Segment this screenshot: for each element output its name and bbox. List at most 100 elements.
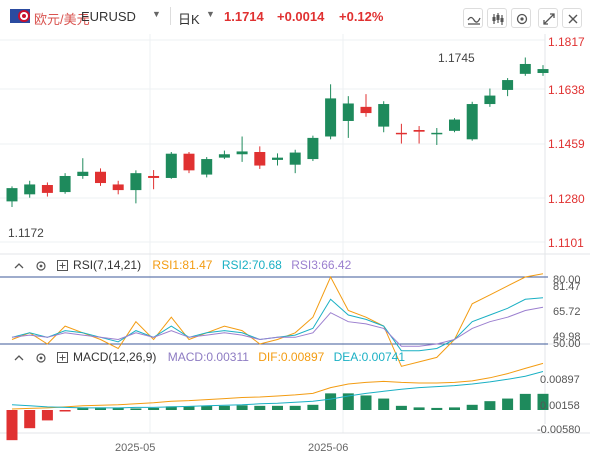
rsi-tick: 65.72 — [553, 306, 581, 318]
settings-icon[interactable] — [35, 260, 47, 272]
macd-bar — [24, 410, 36, 429]
price-tick: 1.1817 — [548, 35, 585, 49]
macd-bar — [77, 407, 89, 410]
kline-chart[interactable]: 1.1817 1.1638 1.1459 1.1280 1.1101 1.174… — [0, 34, 590, 460]
time-axis-label: 2025-05 — [115, 442, 155, 454]
macd-tick: 0.00158 — [540, 400, 580, 412]
price-tick: 1.1280 — [548, 192, 585, 206]
macd-bar — [484, 401, 496, 410]
dea-value: DEA:0.00741 — [333, 350, 406, 364]
fullscreen-button[interactable] — [538, 8, 558, 28]
macd-bar — [41, 410, 53, 421]
candle-body — [519, 63, 531, 74]
rsi2-value: RSI2:70.68 — [221, 258, 282, 272]
macd-bar — [148, 407, 160, 410]
caret-down-icon[interactable]: ▼ — [206, 9, 215, 19]
symbol-code[interactable]: EURUSD — [81, 9, 136, 24]
high-price-label: 1.1745 — [438, 51, 475, 65]
indicator-button[interactable] — [487, 8, 507, 28]
chevron-up-icon[interactable] — [14, 261, 24, 271]
period-selector[interactable]: 日K — [178, 12, 200, 27]
macd-bar — [130, 408, 142, 410]
macd-tick: -0.00580 — [537, 424, 580, 436]
draw-line-icon — [467, 16, 481, 25]
candle-body — [183, 153, 195, 171]
candle-body — [59, 175, 71, 193]
draw-line-button[interactable] — [463, 8, 483, 28]
rsi1-value: RSI1:81.47 — [152, 258, 213, 272]
macd-bar — [395, 405, 407, 410]
macd-bar — [378, 398, 390, 410]
close-icon — [568, 14, 578, 24]
macd-bar — [307, 404, 319, 410]
macd-bar — [449, 407, 460, 410]
price-tick: 1.1101 — [548, 236, 584, 250]
macd-bar — [431, 407, 443, 410]
candle-body — [236, 151, 248, 155]
divider — [170, 7, 171, 25]
macd-bar — [537, 393, 549, 410]
macd-bar — [218, 405, 230, 410]
expand-icon[interactable] — [56, 352, 68, 364]
candles — [6, 57, 549, 208]
close-button[interactable] — [562, 8, 582, 28]
macd-bar — [519, 393, 531, 410]
flag-eu-us-icon — [10, 9, 30, 23]
macd-value: MACD:0.00311 — [167, 350, 249, 364]
rsi-tick: 81.47 — [553, 281, 581, 293]
rsi-tick: 49.98 — [553, 331, 581, 343]
rsi-line-rsi2 — [11, 297, 544, 352]
settings-icon[interactable] — [35, 352, 47, 364]
rsi-header: RSI(7,14,21) RSI1:81.47 RSI2:70.68 RSI3:… — [14, 258, 351, 272]
macd-bar — [413, 407, 425, 410]
candle-body — [165, 153, 177, 178]
macd-bar — [183, 406, 195, 410]
macd-bar — [95, 407, 106, 410]
candle-body — [431, 132, 443, 135]
candle-body — [537, 69, 549, 74]
candle-body — [254, 152, 266, 166]
macd-bar — [272, 405, 283, 410]
candle-body — [378, 104, 390, 127]
dif-line — [11, 362, 544, 410]
settings-button[interactable] — [511, 8, 531, 28]
rsi-level-label: 80.00 — [553, 274, 581, 286]
macd-bar — [325, 393, 337, 410]
rsi-line-rsi3 — [11, 306, 544, 347]
price-change: +0.0014 — [277, 9, 325, 24]
caret-down-icon[interactable]: ▼ — [152, 9, 161, 19]
rsi-lines — [11, 273, 544, 367]
price-tick: 1.1638 — [548, 83, 585, 97]
candle-body — [218, 154, 230, 158]
dif-value: DIF:0.00897 — [258, 350, 325, 364]
symbol-name[interactable]: 欧元/美元 — [34, 12, 90, 27]
current-price: 1.1714 — [224, 9, 264, 24]
candle-body — [449, 119, 460, 131]
rsi3-value: RSI3:66.42 — [291, 258, 352, 272]
chevron-up-icon[interactable] — [14, 353, 24, 363]
candle-body — [77, 171, 89, 176]
macd-header: MACD(12,26,9) MACD:0.00311 DIF:0.00897 D… — [14, 350, 405, 364]
candle-body — [325, 98, 337, 137]
macd-bar — [112, 407, 124, 410]
macd-title: MACD(12,26,9) — [73, 350, 157, 364]
macd-histogram — [6, 393, 549, 441]
expand-icon[interactable] — [56, 260, 68, 272]
fullscreen-icon — [543, 13, 555, 25]
macd-bar — [502, 398, 514, 410]
settings-icon — [516, 13, 528, 25]
macd-bar — [201, 405, 213, 410]
candle-body — [6, 188, 18, 202]
candle-body — [307, 137, 319, 160]
low-price-label: 1.1172 — [8, 226, 44, 240]
macd-bar — [289, 405, 301, 410]
macd-bar — [360, 395, 372, 410]
rsi-title: RSI(7,14,21) — [73, 258, 142, 272]
macd-bar — [236, 405, 248, 410]
candle-body — [466, 104, 478, 140]
candle-body — [272, 157, 283, 160]
macd-bar — [254, 405, 266, 410]
price-tick: 1.1459 — [548, 137, 585, 151]
candle-body — [360, 106, 372, 114]
candle-body — [413, 129, 425, 132]
